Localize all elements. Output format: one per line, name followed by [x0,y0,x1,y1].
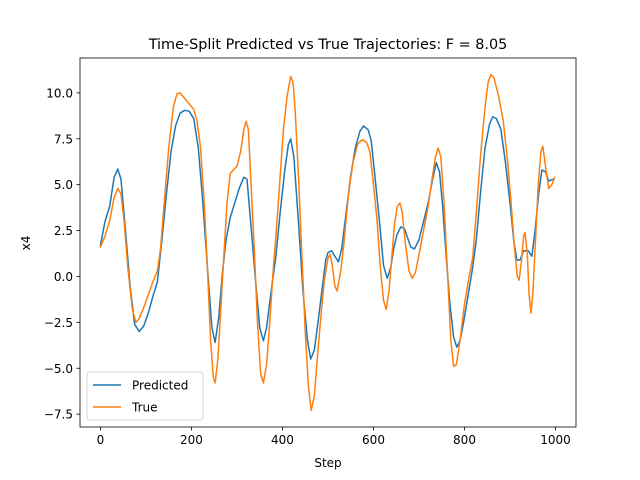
y-tick-label: 0.0 [54,270,73,284]
x-axis: 0 200 400 600 800 1000 [97,427,571,447]
y-tick-label: 5.0 [54,178,73,192]
series-line-predicted [99,109,554,360]
y-axis-label: x4 [19,236,33,251]
y-tick-label: 10.0 [46,86,73,100]
legend: Predicted True [86,371,204,421]
chart-title: Time-Split Predicted vs True Trajectorie… [148,37,508,53]
x-tick-label: 0 [97,433,105,447]
y-tick-label: −5.0 [44,362,73,376]
x-axis-label: Step [314,456,341,470]
x-tick-label: 1000 [540,433,571,447]
y-tick-label: −7.5 [44,408,73,422]
axes-frame [79,57,577,428]
legend-box [86,371,204,421]
legend-label-true: True [131,401,158,415]
legend-label-predicted: Predicted [132,379,188,393]
series-line-true [99,73,556,412]
y-axis: −7.5 −5.0 −2.5 0.0 2.5 5.0 7.5 10.0 [44,86,80,422]
x-tick-label: 800 [453,433,476,447]
plot-area [79,57,577,428]
x-tick-label: 600 [362,433,385,447]
y-tick-label: 7.5 [54,132,73,146]
y-tick-label: −2.5 [44,316,73,330]
y-tick-label: 2.5 [54,224,73,238]
x-tick-label: 200 [180,433,203,447]
x-tick-label: 400 [271,433,294,447]
